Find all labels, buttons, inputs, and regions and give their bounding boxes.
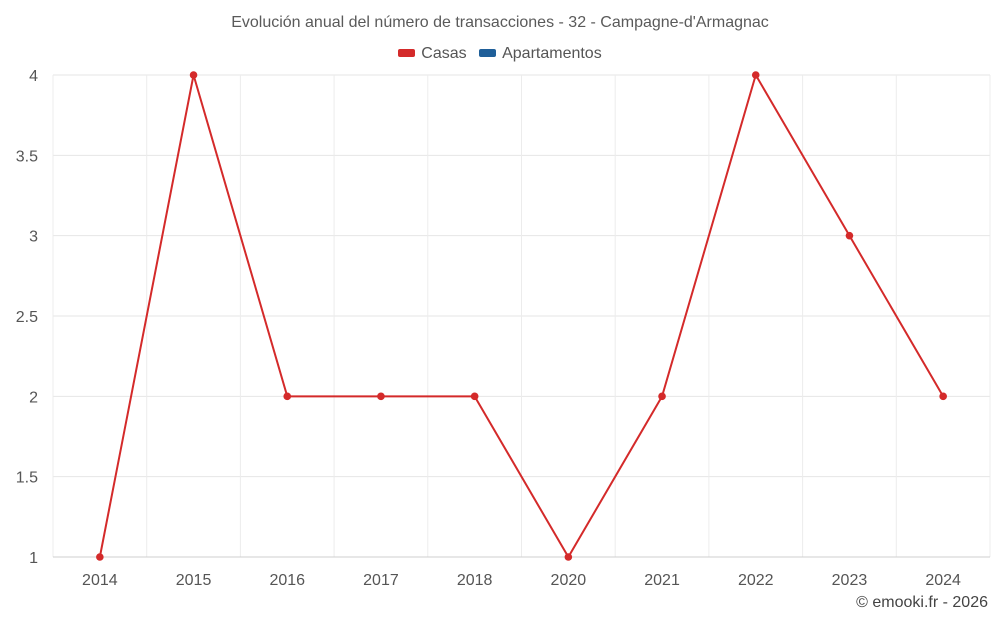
x-tick-label: 2015 (176, 572, 212, 589)
x-tick-label: 2021 (644, 572, 680, 589)
x-tick-label: 2020 (551, 572, 587, 589)
x-tick-label: 2017 (363, 572, 399, 589)
legend-item-apartamentos[interactable]: Apartamentos (479, 45, 602, 63)
y-tick-label: 2 (29, 389, 38, 406)
data-point (751, 71, 760, 79)
y-tick-label: 2.5 (16, 309, 38, 326)
x-tick-label: 2018 (457, 572, 493, 589)
y-tick-label: 4 (29, 68, 38, 85)
y-tick-label: 3 (29, 229, 38, 246)
legend-swatch-apartamentos (479, 48, 497, 57)
data-point (470, 392, 479, 401)
legend-swatch-casas (398, 48, 416, 57)
chart-title: Evolución anual del número de transaccio… (231, 14, 769, 31)
x-tick-label: 2016 (269, 572, 305, 589)
y-tick-label: 1 (29, 550, 38, 567)
data-point (845, 231, 854, 240)
x-tick-label: 2023 (832, 572, 868, 589)
y-tick-label: 1.5 (16, 470, 38, 487)
legend-label-casas: Casas (421, 45, 467, 62)
copyright-credit: © emooki.fr - 2026 (856, 594, 988, 611)
data-point (96, 553, 104, 561)
x-tick-label: 2014 (82, 572, 118, 589)
legend-item-casas[interactable]: Casas (398, 45, 467, 63)
series-line-casas (98, 74, 945, 558)
data-point (658, 392, 666, 401)
legend-label-apartamentos: Apartamentos (502, 45, 602, 62)
chart-legend: Casas Apartamentos (0, 45, 1000, 63)
data-point (377, 392, 385, 401)
data-point (564, 553, 573, 561)
y-tick-label: 3.5 (16, 148, 38, 165)
x-tick-label: 2022 (738, 572, 774, 589)
data-point (939, 392, 947, 401)
data-point (283, 392, 292, 401)
x-tick-label: 2024 (925, 572, 961, 589)
data-point (189, 71, 198, 79)
